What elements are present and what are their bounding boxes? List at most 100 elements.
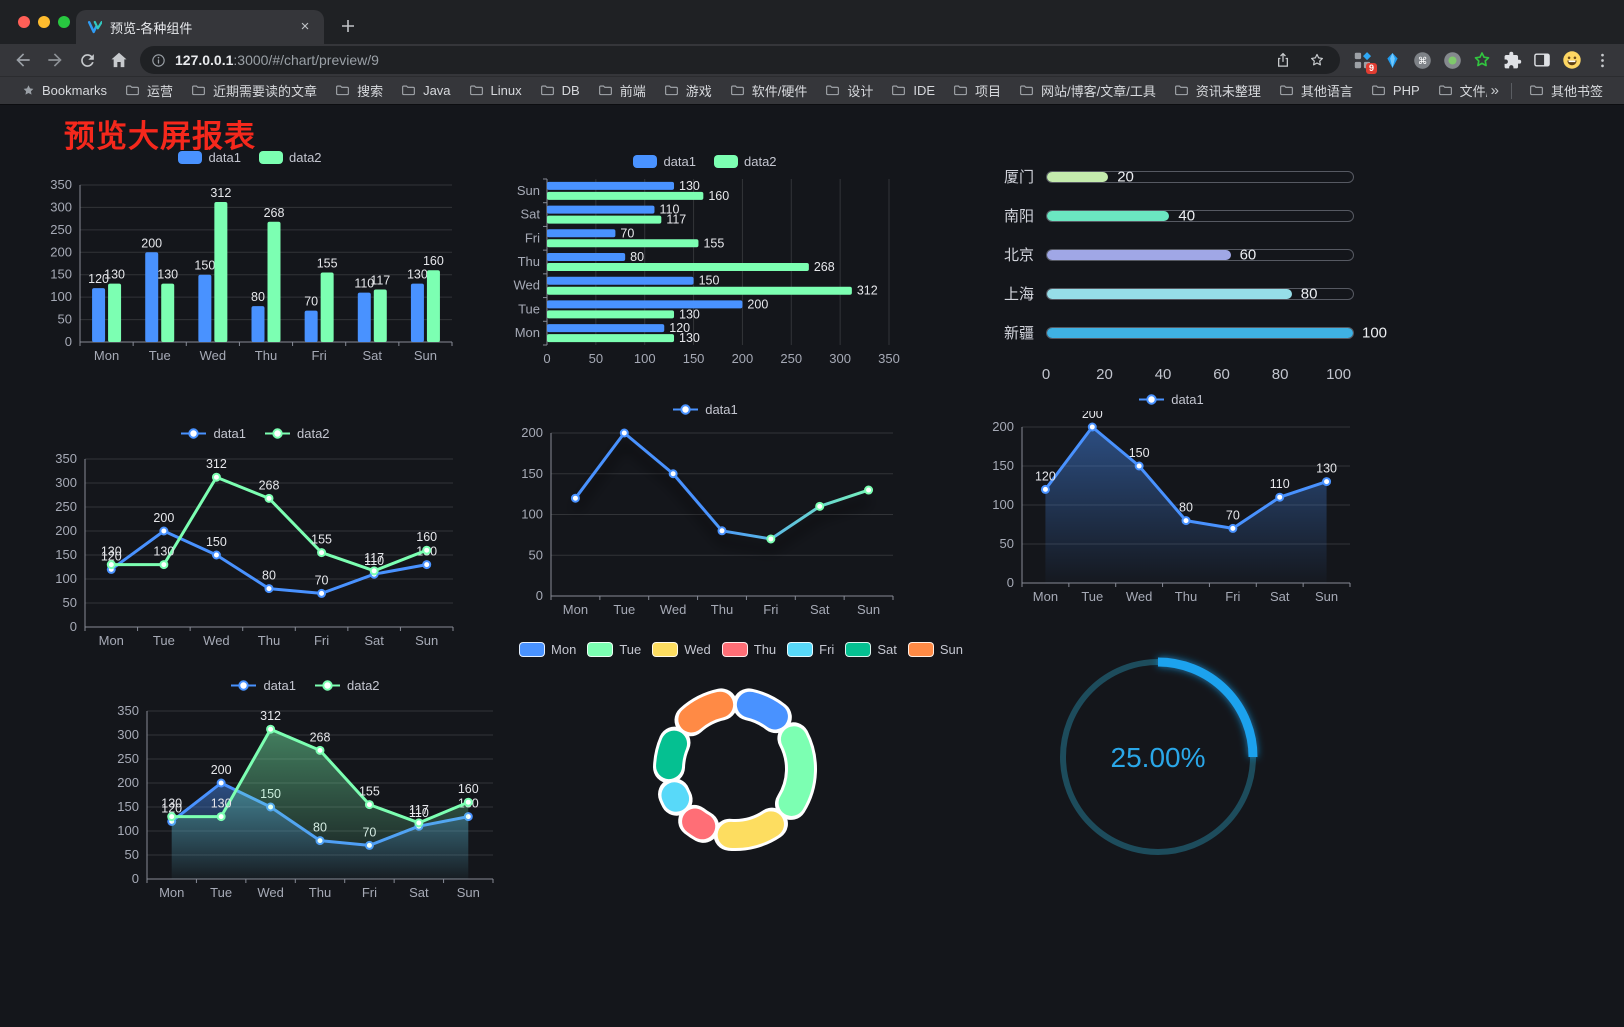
other-bookmarks-folder[interactable]: 其他书签 [1520, 80, 1612, 102]
legend-item[interactable]: data2 [264, 426, 330, 441]
bookmark-item[interactable]: IDE [882, 80, 944, 102]
bookmark-item[interactable]: 运营 [116, 80, 182, 102]
hbar-chart-canvas[interactable]: 0 50 100 150 200 250 300 350 Sun Sat Fri Thu Wed Tue M… [505, 173, 905, 373]
legend-item[interactable]: data1 [180, 426, 246, 441]
new-tab-button[interactable] [334, 12, 362, 40]
progress-row-label: 南阳 [1003, 208, 1034, 225]
line-chart-canvas[interactable]: 0 50 100 150 200 Mon Tue Wed Thu Fri Sat Sun 120 200 1… [982, 411, 1360, 611]
bookmark-item[interactable]: 近期需要读的文章 [182, 80, 326, 102]
share-button[interactable] [1270, 47, 1296, 73]
url-path: :3000/#/chart/preview/9 [233, 52, 379, 68]
legend-item[interactable]: Wed [652, 641, 711, 657]
side-panel-button[interactable] [1528, 46, 1556, 74]
progress-track[interactable]: 60 [1046, 246, 1354, 263]
minimize-window-button[interactable] [38, 16, 50, 28]
progress-track[interactable]: 40 [1046, 207, 1354, 224]
legend-item[interactable]: Thu [721, 641, 776, 657]
bar-chart-canvas[interactable]: 0 50 100 150 200 250 300 350 Mon Tue Wed Thu Fri Sat S… [40, 169, 460, 374]
site-info-icon[interactable] [150, 52, 167, 69]
chart-multi-line[interactable]: data1 data2 0 50 100 150 200 250 300 350 Mon Tue We… [45, 423, 465, 657]
forward-button[interactable] [40, 46, 70, 74]
extension-grid-diamond[interactable]: 9 [1348, 46, 1377, 74]
bookmark-item[interactable]: 设计 [816, 80, 882, 102]
bookmark-item[interactable]: PHP [1362, 80, 1429, 102]
bookmark-item[interactable]: DB [531, 80, 589, 102]
legend-item[interactable]: Tue [587, 641, 641, 657]
bookmark-item[interactable]: Linux [460, 80, 531, 102]
legend-item[interactable]: data2 [714, 154, 777, 169]
bookmark-item[interactable]: 其他语言 [1270, 80, 1362, 102]
svg-text:Sat: Sat [363, 348, 383, 363]
legend-swatch [714, 154, 738, 168]
extension-recorder[interactable] [1438, 46, 1466, 74]
tab-close-button[interactable]: × [300, 18, 310, 35]
bookmark-item[interactable]: 软件/硬件 [721, 80, 817, 102]
svg-text:250: 250 [780, 351, 802, 366]
close-window-button[interactable] [18, 16, 30, 28]
extension-gem[interactable] [1378, 46, 1406, 74]
bookmark-item[interactable]: 游戏 [655, 80, 721, 102]
reload-button[interactable] [72, 46, 102, 74]
legend-item[interactable]: data1 [230, 678, 296, 693]
extension-command[interactable]: ⌘ [1408, 46, 1436, 74]
chart-gradient-line[interactable]: data1 0 50 100 150 200 Mon Tue Wed Thu Fri Sat Sun [505, 399, 905, 626]
legend-item[interactable]: data2 [259, 150, 322, 165]
extensions-puzzle-button[interactable] [1498, 46, 1526, 74]
legend-swatch [787, 641, 814, 657]
bookmark-item[interactable]: 文件服务器 [1429, 80, 1487, 102]
progress-track[interactable]: 20 [1046, 168, 1354, 185]
pie-chart-canvas[interactable] [545, 661, 937, 866]
axis-tick-label: 40 [1154, 366, 1172, 383]
bookmark-item[interactable]: 前端 [589, 80, 655, 102]
progress-track[interactable]: 80 [1046, 285, 1354, 302]
zoom-window-button[interactable] [58, 16, 70, 28]
bookmark-item[interactable]: 资讯未整理 [1165, 80, 1270, 102]
bookmarks-overflow-button[interactable]: » [1490, 82, 1499, 99]
legend-item[interactable]: data1 [633, 154, 696, 169]
bookmarks-manager[interactable]: Bookmarks [12, 80, 116, 102]
browser-tab[interactable]: 预览-各种组件 × [76, 10, 324, 44]
bookmarks-divider [1510, 82, 1512, 99]
line-chart-canvas[interactable]: 0 50 100 150 200 Mon Tue Wed Thu Fri Sat Sun [505, 421, 905, 626]
svg-text:Wed: Wed [514, 278, 541, 293]
progress-track[interactable]: 100 [1046, 324, 1387, 341]
legend-item[interactable]: data1 [1138, 392, 1204, 407]
chart-double-area-line[interactable]: data1 data2 0 50 100 150 200 250 300 350 Mon Tue We… [105, 675, 505, 909]
bookmark-item[interactable]: Java [392, 80, 459, 102]
line-chart-canvas[interactable]: 0 50 100 150 200 250 300 350 Mon Tue Wed Thu Fri Sat S… [45, 445, 465, 657]
legend-item[interactable]: Sat [845, 641, 897, 657]
bookmark-star-button[interactable] [1304, 47, 1330, 73]
legend-item[interactable]: Mon [519, 641, 576, 657]
profile-avatar[interactable] [1558, 46, 1586, 74]
bookmark-item-label: 资讯未整理 [1195, 84, 1261, 99]
back-button[interactable] [8, 46, 38, 74]
menu-button[interactable] [1588, 46, 1616, 74]
legend-item[interactable]: data2 [314, 678, 380, 693]
bookmark-item-label: 游戏 [685, 84, 712, 99]
address-bar[interactable]: 127.0.0.1:3000/#/chart/preview/9 [140, 46, 1340, 74]
svg-text:Mon: Mon [1033, 589, 1058, 604]
extension-green-star[interactable] [1468, 46, 1496, 74]
legend-item[interactable]: data1 [672, 402, 738, 417]
chart-grouped-bar[interactable]: data1 data2 0 50 100 150 200 250 300 350 Mon Tue We… [40, 147, 460, 374]
bookmark-item[interactable]: 搜索 [326, 80, 392, 102]
legend-label: data2 [744, 153, 777, 169]
svg-text:150: 150 [992, 458, 1014, 473]
chart-area-line[interactable]: data1 0 50 100 150 200 Mon Tue Wed Thu Fri Sat Sun 1… [982, 389, 1360, 611]
chart-city-progress[interactable]: 厦门 20 南阳 40 北京 60 上海 80 新疆 100 0 20 40 60 80 100 [988, 157, 1387, 386]
bookmark-item[interactable]: 网站/博客/文章/工具 [1010, 80, 1165, 102]
svg-text:Fri: Fri [525, 230, 540, 245]
bookmark-item[interactable]: 项目 [944, 80, 1010, 102]
chart-progress-gauge[interactable]: 25.00% [1040, 647, 1280, 872]
line-chart-canvas[interactable]: 0 50 100 150 200 250 300 350 Mon Tue Wed Thu Fri Sat S… [105, 697, 505, 909]
chart-donut-pie[interactable]: Mon Tue Wed Thu Fri Sat Sun [519, 639, 963, 866]
legend-item[interactable]: Fri [787, 641, 834, 657]
legend-item[interactable]: data1 [178, 150, 241, 165]
legend-item[interactable]: Sun [907, 641, 963, 657]
gauge-chart-canvas[interactable]: 25.00% [1040, 647, 1280, 872]
svg-text:120: 120 [101, 549, 122, 563]
chart-grouped-hbar[interactable]: data1 data2 0 50 100 150 200 250 300 350 Sun Sat Fr… [505, 151, 905, 373]
progress-fill [1047, 327, 1353, 338]
svg-text:300: 300 [55, 475, 77, 490]
home-button[interactable] [104, 46, 134, 74]
